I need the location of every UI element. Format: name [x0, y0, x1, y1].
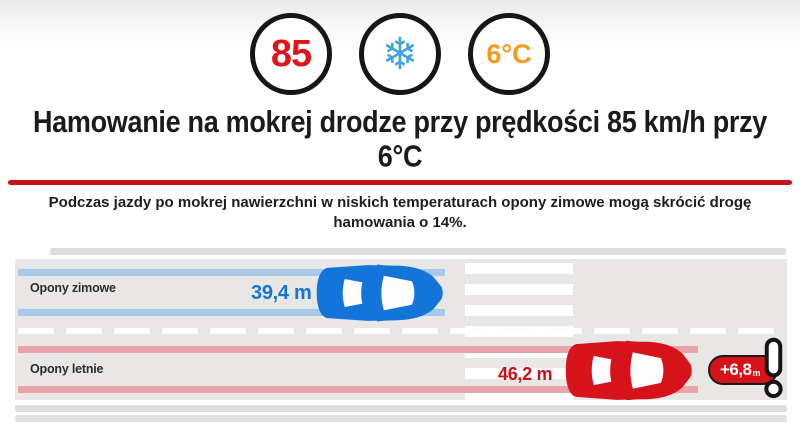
- red-divider-rule: [8, 180, 792, 185]
- summer-braking-stripe-top: [18, 345, 698, 353]
- snowflake-icon: ❄: [381, 29, 419, 79]
- winter-distance-value: 39,4 m: [251, 281, 312, 304]
- winter-braking-stripe-bottom: [18, 308, 445, 316]
- road-edge-bottom-1: [15, 404, 787, 412]
- infographic-subtitle: Podczas jazdy po mokrej nawierzchni w ni…: [48, 194, 752, 232]
- summer-car-icon: [565, 340, 692, 400]
- speed-value: 85: [270, 32, 312, 75]
- road-graphic: Opony zimowe 39,4 m Opony letnie 46,2 m …: [0, 246, 800, 426]
- winter-tires-label: Opony zimowe: [30, 280, 116, 295]
- exclamation-icon: [764, 337, 783, 398]
- difference-badge: +6,8 m: [708, 337, 783, 398]
- difference-value: +6,8: [719, 359, 752, 379]
- road-edge-top: [50, 247, 786, 255]
- winter-braking-stripe-top: [18, 268, 445, 276]
- road-edge-bottom-2: [15, 414, 787, 422]
- speed-limit-badge: 85: [250, 13, 332, 95]
- title-line-2: 6°C: [377, 139, 423, 174]
- difference-unit: m: [752, 368, 761, 378]
- header-badges: 85 ❄ 6°C: [0, 0, 800, 100]
- summer-tires-label: Opony letnie: [30, 361, 104, 376]
- infographic-title: Hamowanie na mokrej drodze przy prędkośc…: [0, 105, 800, 174]
- temperature-badge: 6°C: [468, 13, 550, 95]
- temperature-value: 6°C: [486, 38, 532, 69]
- summer-braking-stripe-bottom: [18, 385, 698, 393]
- summer-distance-value: 46,2 m: [498, 363, 553, 384]
- winter-car-icon: [316, 264, 443, 321]
- road-surface: Opony zimowe 39,4 m Opony letnie 46,2 m …: [15, 258, 787, 400]
- winter-conditions-badge: ❄: [359, 13, 441, 95]
- title-line-1: Hamowanie na mokrej drodze przy prędkośc…: [32, 105, 768, 139]
- lane-divider-dashes: [18, 327, 784, 334]
